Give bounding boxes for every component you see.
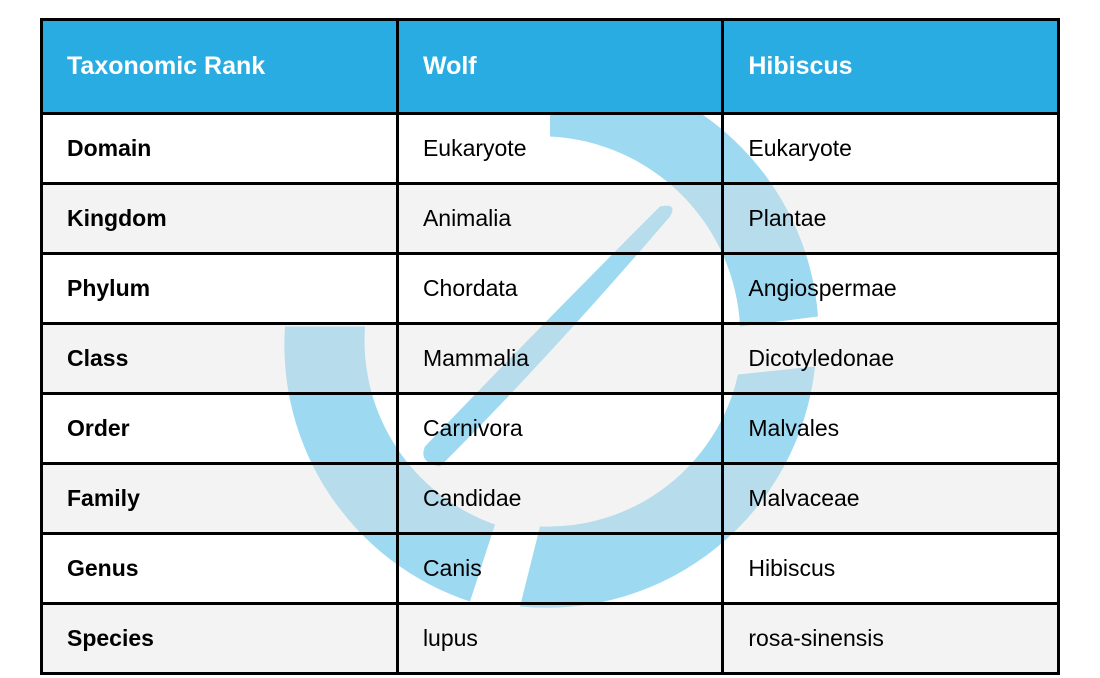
taxonomy-table-wrapper: Taxonomic Rank Wolf Hibiscus Domain Euka… (40, 18, 1060, 675)
col-header-hibiscus: Hibiscus (723, 20, 1059, 114)
cell-rank: Kingdom (42, 184, 398, 254)
cell-wolf: Chordata (397, 254, 722, 324)
cell-hibiscus: Hibiscus (723, 534, 1059, 604)
cell-hibiscus: rosa-sinensis (723, 604, 1059, 674)
table-header-row: Taxonomic Rank Wolf Hibiscus (42, 20, 1059, 114)
table-row: Family Candidae Malvaceae (42, 464, 1059, 534)
col-header-rank: Taxonomic Rank (42, 20, 398, 114)
cell-rank: Family (42, 464, 398, 534)
taxonomy-table: Taxonomic Rank Wolf Hibiscus Domain Euka… (40, 18, 1060, 675)
cell-wolf: Animalia (397, 184, 722, 254)
cell-rank: Class (42, 324, 398, 394)
table-row: Genus Canis Hibiscus (42, 534, 1059, 604)
cell-wolf: Carnivora (397, 394, 722, 464)
cell-hibiscus: Dicotyledonae (723, 324, 1059, 394)
cell-hibiscus: Angiospermae (723, 254, 1059, 324)
cell-rank: Domain (42, 114, 398, 184)
cell-hibiscus: Malvales (723, 394, 1059, 464)
cell-rank: Species (42, 604, 398, 674)
cell-wolf: Canis (397, 534, 722, 604)
cell-hibiscus: Plantae (723, 184, 1059, 254)
cell-rank: Genus (42, 534, 398, 604)
cell-wolf: lupus (397, 604, 722, 674)
table-row: Class Mammalia Dicotyledonae (42, 324, 1059, 394)
cell-wolf: Eukaryote (397, 114, 722, 184)
col-header-wolf: Wolf (397, 20, 722, 114)
table-row: Kingdom Animalia Plantae (42, 184, 1059, 254)
cell-wolf: Candidae (397, 464, 722, 534)
cell-rank: Phylum (42, 254, 398, 324)
cell-rank: Order (42, 394, 398, 464)
cell-wolf: Mammalia (397, 324, 722, 394)
cell-hibiscus: Malvaceae (723, 464, 1059, 534)
table-row: Order Carnivora Malvales (42, 394, 1059, 464)
table-row: Species lupus rosa-sinensis (42, 604, 1059, 674)
table-row: Domain Eukaryote Eukaryote (42, 114, 1059, 184)
cell-hibiscus: Eukaryote (723, 114, 1059, 184)
table-row: Phylum Chordata Angiospermae (42, 254, 1059, 324)
